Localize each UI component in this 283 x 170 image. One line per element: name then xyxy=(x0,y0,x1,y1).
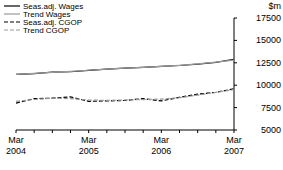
x-tick-label-part: Mar xyxy=(81,135,97,145)
legend-label: Trend CGOP xyxy=(23,26,69,35)
x-tick-label-part: 2005 xyxy=(79,146,99,156)
y-tick xyxy=(234,62,237,63)
x-tick-label-part: Mar xyxy=(8,135,24,145)
x-tick-label-part: Mar xyxy=(226,135,242,145)
y-tick xyxy=(234,85,237,86)
x-tick-label: Mar2006 xyxy=(151,135,171,156)
series-line xyxy=(16,89,234,103)
series-line xyxy=(16,90,234,102)
x-tick xyxy=(88,130,89,133)
y-tick-label: 17500 xyxy=(256,13,281,23)
x-tick xyxy=(70,130,71,133)
x-tick xyxy=(161,130,162,133)
legend-swatch xyxy=(4,13,20,14)
legend-swatch xyxy=(4,5,20,6)
legend-swatch xyxy=(4,29,20,30)
x-tick-label: Mar2007 xyxy=(224,135,244,156)
x-tick xyxy=(106,130,107,133)
y-tick-label: 12500 xyxy=(256,58,281,68)
legend: Seas.adj. WagesTrend WagesSeas.adj. CGOP… xyxy=(4,2,83,35)
x-tick-label-part: 2004 xyxy=(6,146,26,156)
x-tick-label: Mar2005 xyxy=(79,135,99,156)
x-tick xyxy=(125,130,126,133)
x-tick xyxy=(143,130,144,133)
x-tick xyxy=(215,130,216,133)
plot-lines xyxy=(16,59,234,103)
x-tick xyxy=(16,130,17,133)
x-tick xyxy=(197,130,198,133)
series-line xyxy=(16,59,234,74)
legend-swatch xyxy=(4,21,20,22)
x-tick xyxy=(52,130,53,133)
y-tick-label: 15000 xyxy=(256,35,281,45)
x-tick-label-part: 2006 xyxy=(151,146,171,156)
y-tick xyxy=(234,107,237,108)
y-tick xyxy=(234,18,237,19)
x-tick xyxy=(179,130,180,133)
x-tick-label-part: Mar xyxy=(154,135,170,145)
y-tick-label: 7500 xyxy=(261,103,281,113)
x-tick xyxy=(34,130,35,133)
y-tick-label: 5000 xyxy=(261,125,281,135)
x-tick-label-part: 2007 xyxy=(224,146,244,156)
y-tick-label: 10000 xyxy=(256,80,281,90)
y-axis-label: $m xyxy=(268,1,281,11)
y-tick xyxy=(234,40,237,41)
series-line xyxy=(16,60,234,74)
x-tick-label: Mar2004 xyxy=(6,135,26,156)
x-tick xyxy=(234,130,235,133)
y-axis xyxy=(234,18,235,130)
